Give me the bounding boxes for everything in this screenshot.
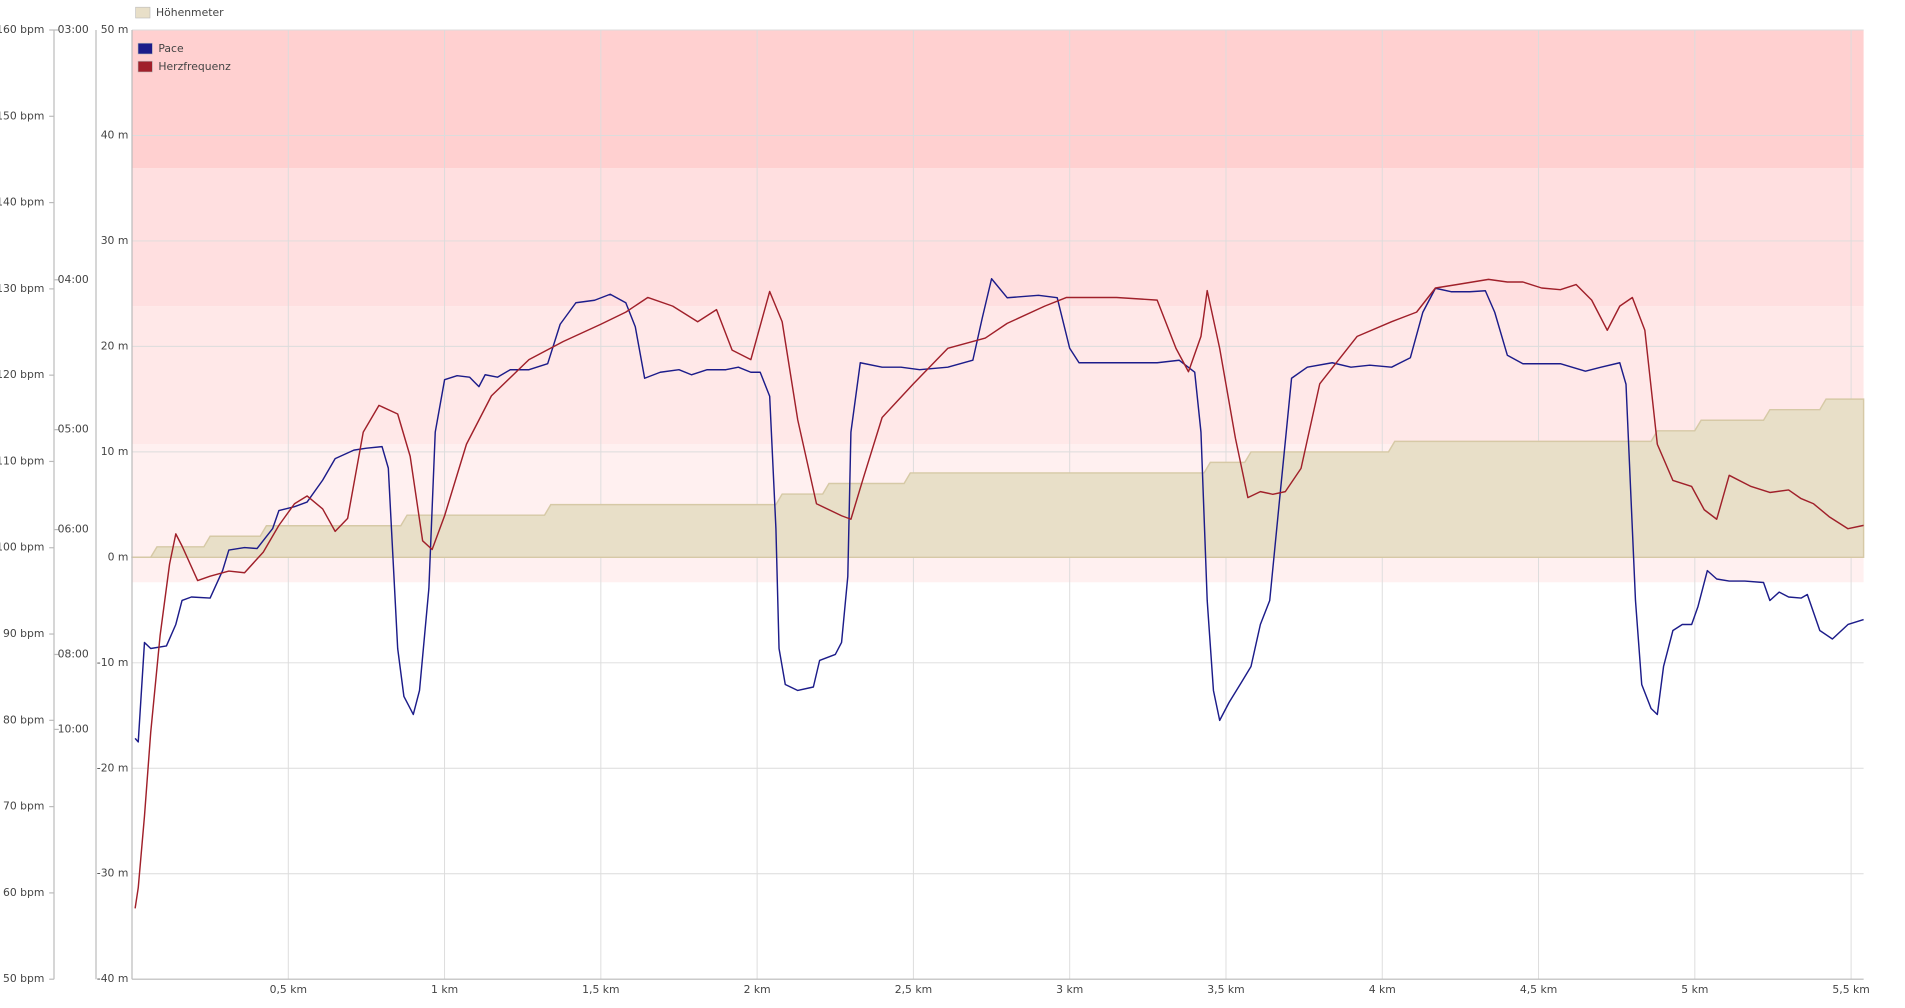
y2-tick-label: -10 m [97, 656, 129, 669]
x-tick-label: 2,5 km [895, 983, 932, 996]
x-tick-label: 5,5 km [1832, 983, 1869, 996]
marks [131, 278, 1865, 909]
elevation-area [131, 398, 1865, 559]
y2-tick-label: 50 m [101, 23, 129, 36]
y3-tick-label: 06:00 [58, 523, 89, 536]
y-tick-label: 140 bpm [0, 196, 44, 209]
y-tick-label: 110 bpm [0, 454, 44, 467]
y-tick-label: 60 bpm [3, 886, 44, 899]
series-line [134, 278, 1864, 909]
y2-tick-label: 10 m [101, 445, 129, 458]
legend-swatch [135, 6, 151, 19]
y2-tick-label: 0 m [108, 550, 129, 563]
y3-tick-label: 03:00 [58, 23, 89, 36]
y-tick-label: 70 bpm [3, 800, 44, 813]
y2-tick-label: 40 m [101, 128, 129, 141]
y3-tick-label: 10:00 [58, 722, 89, 735]
y-tick-label: 100 bpm [0, 541, 44, 554]
y2-tick-label: -40 m [97, 972, 129, 985]
x-tick-label: 3,5 km [1207, 983, 1244, 996]
x-tick-label: 5 km [1681, 983, 1708, 996]
legend-swatch [137, 42, 153, 55]
y-tick-label: 50 bpm [3, 972, 44, 985]
x-tick-label: 4 km [1369, 983, 1396, 996]
y-tick-label: 130 bpm [0, 282, 44, 295]
y2-tick-label: -30 m [97, 867, 129, 880]
legend: Höhenmeter Pace Herzfrequenz [135, 6, 231, 73]
y3-tick-label: 08:00 [58, 647, 89, 660]
legend-label: Pace [158, 42, 184, 55]
x-tick-label: 4,5 km [1520, 983, 1557, 996]
legend-swatch [137, 60, 153, 73]
zone-band [132, 168, 1864, 307]
zone-band [132, 30, 1864, 169]
x-tick-label: 1,5 km [582, 983, 619, 996]
x-tick-label: 1 km [431, 983, 458, 996]
y2-tick-label: 20 m [101, 339, 129, 352]
y3-tick-label: 05:00 [58, 423, 89, 436]
y-tick-label: 150 bpm [0, 109, 44, 122]
legend-label: Herzfrequenz [158, 60, 231, 73]
zone-band [132, 306, 1864, 445]
y-tick-label: 160 bpm [0, 23, 44, 36]
x-tick-label: 0,5 km [270, 983, 307, 996]
y2-tick-label: 30 m [101, 234, 129, 247]
x-tick-label: 2 km [744, 983, 771, 996]
y-tick-label: 90 bpm [3, 627, 44, 640]
y3-tick-label: 04:00 [58, 273, 89, 286]
y-tick-label: 120 bpm [0, 368, 44, 381]
legend-label: Höhenmeter [156, 6, 224, 19]
labels: 0,5 km 1 km 1,5 km 2 km 2,5 km 3 km 3,5 km 4 km… [0, 23, 1870, 996]
y2-tick-label: -20 m [97, 761, 129, 774]
y-tick-label: 80 bpm [3, 713, 44, 726]
series-line [134, 278, 1864, 743]
x-tick-label: 3 km [1056, 983, 1083, 996]
